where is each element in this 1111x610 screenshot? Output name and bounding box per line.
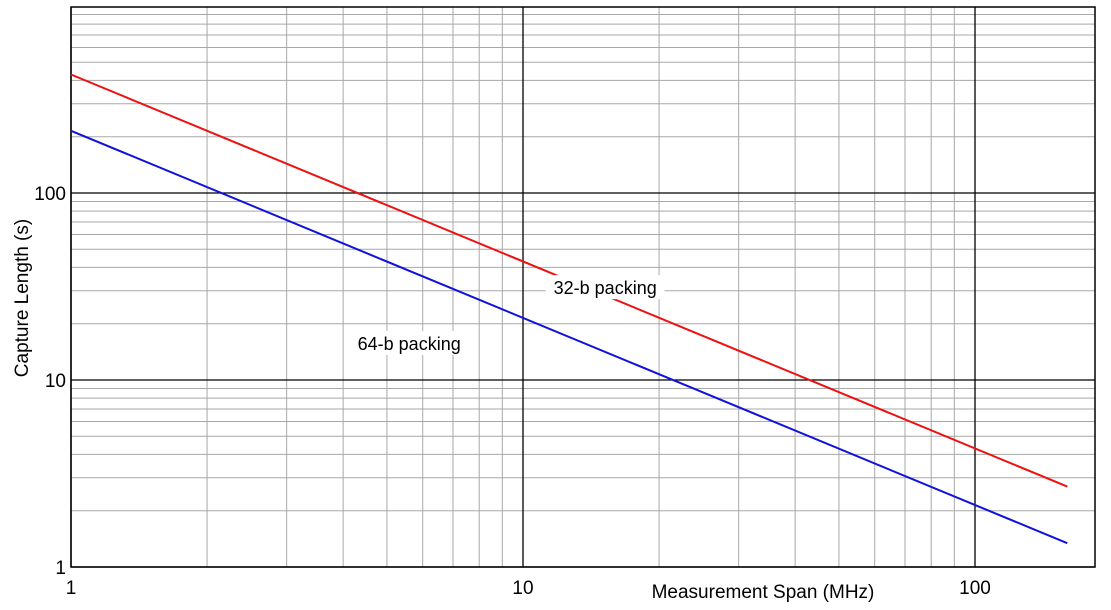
x-tick-label: 1 [66, 578, 77, 599]
annotation-layer: 32-b packing 64-b packing [349, 275, 665, 355]
y-tick-label: 1 [55, 558, 66, 579]
y-axis-label: Capture Length (s) [12, 219, 33, 377]
series-line-2 [70, 129, 1068, 545]
y-tick-label: 100 [34, 184, 66, 205]
grid-minor [71, 7, 1095, 567]
tick-label-layer: 1 10 100 1 10 100 [34, 184, 991, 599]
annotation-background [545, 275, 665, 300]
series-annotation-label: 64-b packing [358, 334, 461, 354]
x-tick-label: 10 [512, 578, 533, 599]
series-annotation-label: 32-b packing [554, 278, 657, 298]
plot-frame [70, 6, 1096, 568]
annotation-background [349, 330, 469, 355]
x-axis-label: Measurement Span (MHz) [652, 582, 875, 603]
y-tick-label: 10 [45, 371, 66, 392]
x-tick-label: 100 [959, 578, 991, 599]
